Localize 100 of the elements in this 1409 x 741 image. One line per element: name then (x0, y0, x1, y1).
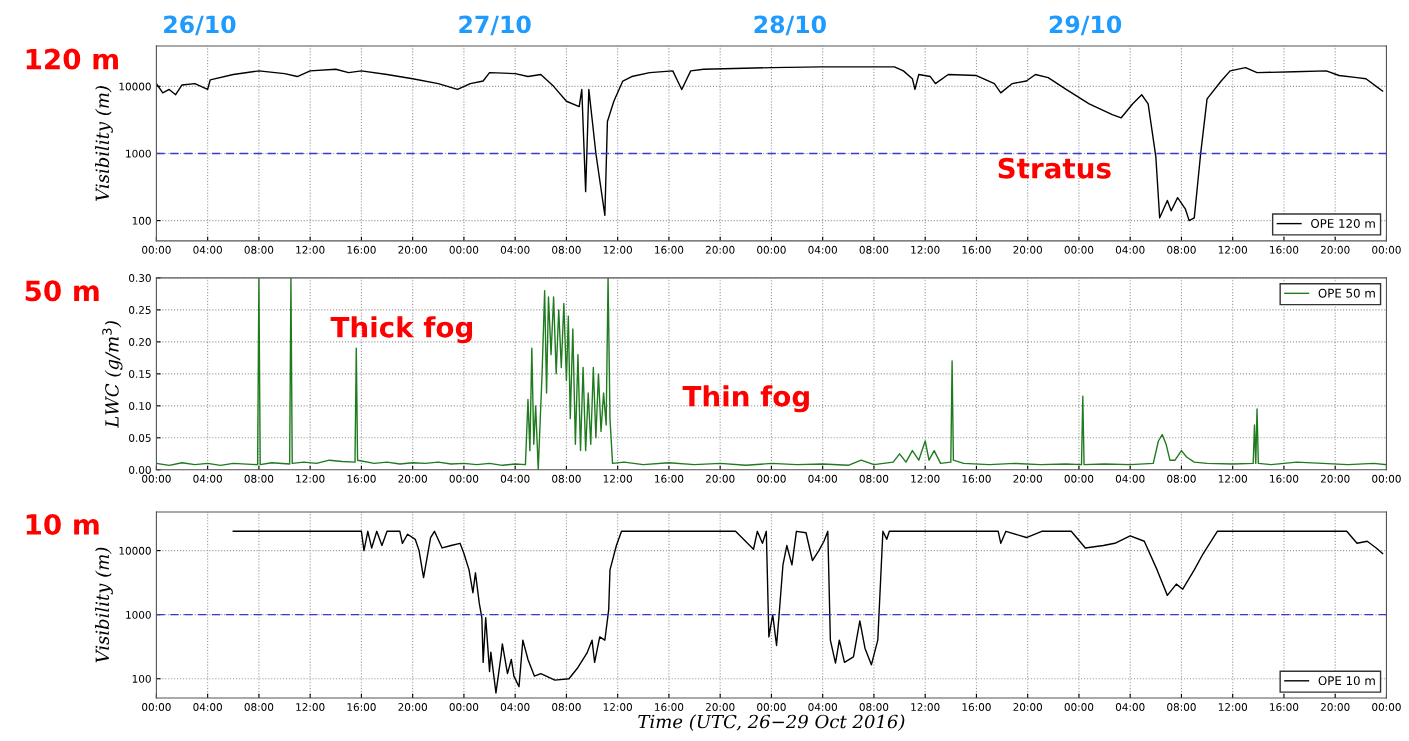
x-tick-label: 00:00 (1372, 703, 1401, 711)
x-tick-label: 16:00 (1270, 245, 1299, 254)
x-tick-label: 00:00 (142, 474, 171, 483)
x-tick-label: 04:00 (1115, 703, 1145, 711)
y-tick-label: 1000 (126, 149, 151, 158)
x-tick-label: 20:00 (398, 474, 427, 483)
x-tick-label: 00:00 (1064, 474, 1094, 483)
y-tick-label: 0.20 (129, 338, 151, 346)
x-tick-label: 00:00 (757, 474, 786, 483)
chart-title: 10 m (26, 513, 99, 535)
x-tick-label: 08:00 (244, 474, 274, 483)
y-tick-label: 0.30 (129, 274, 151, 282)
y-axis-title: Visibility (m) (95, 86, 113, 201)
x-tick-label: 12:00 (1218, 474, 1248, 483)
text: 28/10 (754, 15, 826, 36)
text: 26/10 (164, 15, 236, 36)
x-tick-label: 16:00 (962, 474, 991, 483)
x-tick-label: 00:00 (142, 245, 171, 254)
x-tick-label: 12:00 (911, 245, 940, 254)
x-tick-label: 16:00 (962, 245, 991, 254)
x-tick-label: 16:00 (347, 245, 376, 254)
y-tick-label: 0.05 (129, 434, 151, 442)
x-tick-label: 12:00 (1218, 245, 1248, 254)
x-tick-label: 12:00 (296, 245, 325, 254)
x-tick-label: 20:00 (705, 474, 735, 483)
x-tick-label: 16:00 (655, 474, 684, 483)
x-tick-label: 20:00 (705, 703, 735, 711)
x-tick-label: 04:00 (500, 703, 530, 711)
x-tick-label: 20:00 (398, 245, 427, 254)
x-tick-label: 00:00 (142, 703, 171, 711)
x-tick-label: 04:00 (808, 703, 837, 711)
x-tick-label: 12:00 (911, 703, 940, 711)
x-tick-label: 00:00 (1064, 703, 1094, 711)
x-tick-label: 04:00 (1115, 245, 1145, 254)
x-tick-label: 16:00 (347, 703, 376, 711)
x-tick-label: 20:00 (1013, 474, 1043, 483)
annotation: Thick fog (330, 316, 473, 344)
x-tick-label: 20:00 (705, 245, 735, 254)
x-tick-label: 08:00 (552, 245, 581, 254)
x-tick-label: 08:00 (859, 245, 889, 254)
line-series (232, 530, 1384, 694)
x-tick-label: 00:00 (757, 245, 786, 254)
text: 27/10 (459, 15, 531, 36)
x-tick-label: 20:00 (1320, 703, 1350, 711)
x-tick-label: 20:00 (1013, 245, 1043, 254)
x-tick-label: 16:00 (1270, 474, 1299, 483)
x-tick-label: 12:00 (603, 703, 632, 711)
x-tick-label: 12:00 (296, 474, 325, 483)
x-tick-label: 04:00 (193, 703, 222, 711)
x-tick-label: 12:00 (296, 703, 325, 711)
y-tick-label: 1000 (126, 610, 151, 619)
annotation: Stratus (998, 157, 1111, 179)
x-tick-label: 00:00 (1372, 474, 1401, 483)
x-tick-label: 12:00 (911, 474, 940, 483)
x-tick-label: 04:00 (808, 474, 837, 483)
x-tick-label: 12:00 (603, 245, 632, 254)
y-tick-label: 10000 (119, 82, 151, 91)
y-tick-label: 100 (132, 674, 151, 683)
chart-title: 120 m (26, 48, 118, 70)
y-axis-title: Visibility (m) (95, 547, 113, 663)
x-tick-label: 16:00 (655, 245, 684, 254)
x-tick-label: 08:00 (244, 703, 274, 711)
x-tick-label: 04:00 (193, 245, 222, 254)
x-tick-label: 00:00 (449, 703, 479, 711)
legend-label: OPE 10 m (1318, 676, 1375, 686)
legend-label: OPE 50 m (1318, 288, 1375, 298)
y-tick-label: 100 (132, 216, 151, 225)
text: 29/10 (1049, 15, 1122, 36)
chart-title: 50 m (25, 280, 99, 302)
x-tick-label: 12:00 (603, 474, 632, 483)
x-tick-label: 08:00 (859, 703, 889, 711)
x-tick-label: 16:00 (347, 474, 376, 483)
y-tick-label: 10000 (119, 546, 151, 555)
x-tick-label: 08:00 (552, 474, 581, 483)
x-tick-label: 08:00 (1167, 474, 1196, 483)
x-tick-label: 08:00 (552, 703, 581, 711)
x-tick-label: 08:00 (1167, 245, 1196, 254)
x-tick-label: 20:00 (1320, 474, 1350, 483)
x-tick-label: 12:00 (1218, 703, 1248, 711)
x-tick-label: 00:00 (1064, 245, 1094, 254)
y-tick-label: 0.10 (129, 402, 151, 410)
x-tick-label: 16:00 (1270, 703, 1299, 711)
x-tick-label: 04:00 (500, 245, 530, 254)
line-series (156, 277, 1387, 470)
x-axis-title: Time (UTC, 26−29 Oct 2016) (638, 714, 905, 731)
y-tick-label: 0.25 (129, 306, 151, 314)
x-tick-label: 00:00 (449, 474, 479, 483)
x-tick-label: 08:00 (244, 245, 274, 254)
legend-label: OPE 120 m (1311, 218, 1375, 228)
x-tick-label: 20:00 (1013, 703, 1043, 711)
x-tick-label: 04:00 (1115, 474, 1145, 483)
x-tick-label: 04:00 (500, 474, 530, 483)
x-tick-label: 08:00 (859, 474, 889, 483)
y-axis-title: LWC (g/m$^{3}$) (102, 321, 123, 428)
x-tick-label: 16:00 (962, 703, 991, 711)
x-tick-label: 20:00 (1320, 245, 1350, 254)
x-tick-label: 04:00 (808, 245, 837, 254)
x-tick-label: 20:00 (398, 703, 427, 711)
x-tick-label: 00:00 (1372, 245, 1401, 254)
annotation: Thin fog (682, 385, 809, 413)
